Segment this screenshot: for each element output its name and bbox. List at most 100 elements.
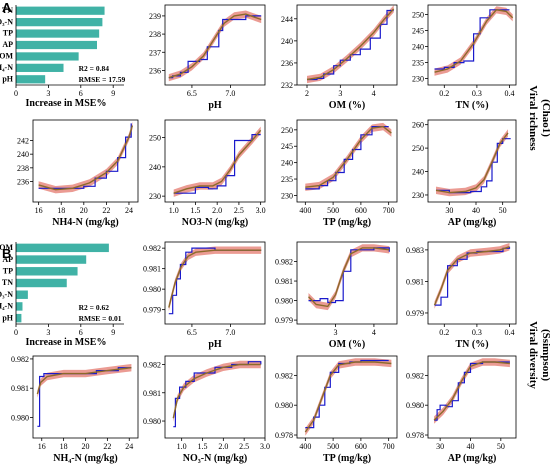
partial-dependence-step-line bbox=[308, 247, 390, 304]
bar-A-imp-5 bbox=[16, 63, 64, 72]
x-tick-label: 4 bbox=[372, 328, 376, 337]
x-tick-label: 24 bbox=[125, 442, 133, 451]
x-tick-label: 600 bbox=[355, 442, 367, 451]
y-tick-label: 0.982 bbox=[143, 360, 161, 369]
y-tick-label: 0.981 bbox=[275, 277, 293, 286]
bar-A-imp-3 bbox=[16, 40, 97, 50]
section-a-side-line1: Viral richness bbox=[527, 85, 539, 151]
y-tick-label: 240 bbox=[281, 159, 293, 168]
y-tick-label: 250 bbox=[412, 11, 424, 20]
plot-frame bbox=[427, 241, 517, 325]
y-tick-label: 0.982 bbox=[143, 244, 161, 253]
y-tick-label: 238 bbox=[149, 30, 161, 39]
bar-B-imp-4 bbox=[16, 290, 28, 299]
y-tick-label: 240 bbox=[149, 163, 161, 172]
panel-A-OM: 2 3 4 232 236 240 244 OM (%) bbox=[281, 4, 398, 111]
x-tick-label: 9 bbox=[111, 328, 115, 337]
y-tick-label: 235 bbox=[281, 175, 293, 184]
x-axis-label: TN (%) bbox=[455, 100, 488, 111]
smooth-fit-line bbox=[36, 367, 132, 395]
bar-category-label: TN bbox=[2, 278, 13, 287]
bar-category-label: NH₄-N bbox=[0, 302, 13, 311]
panel-B-NH4: 16 18 20 22 24 0.980 0.981 0.982 NH₄-N (mg/kg) bbox=[11, 355, 139, 464]
plot-frame bbox=[164, 4, 266, 86]
bar-B-imp-6 bbox=[16, 313, 22, 323]
x-tick-label: 2.0 bbox=[218, 442, 228, 451]
bar-A-imp-4 bbox=[16, 52, 79, 61]
y-tick-label: 244 bbox=[281, 15, 293, 24]
panel-A-AP: 30 40 50 230 240 250 260 AP (mg/kg) bbox=[412, 119, 517, 228]
y-tick-label: 0.979 bbox=[406, 309, 424, 318]
x-tick-label: 600 bbox=[355, 206, 367, 215]
y-tick-label: 260 bbox=[412, 121, 424, 130]
x-tick-label: 40 bbox=[472, 206, 480, 215]
x-axis-label: OM (%) bbox=[329, 339, 365, 350]
panel-B-imp: OM AP TP TN NO₃-N NH₄-N pH0 3 6 9 Increase in MSE%… bbox=[0, 242, 124, 348]
panel-A-NH4: 16 18 20 22 24 236 238 240 242 NH4-N (mg/kg) bbox=[17, 119, 139, 228]
smooth-fit-line bbox=[306, 8, 395, 81]
y-tick-label: 0.979 bbox=[143, 306, 161, 315]
y-tick-label: 230 bbox=[149, 192, 161, 201]
x-tick-label: 30 bbox=[436, 442, 444, 451]
y-tick-label: 0.980 bbox=[11, 414, 29, 423]
smooth-fit-line bbox=[168, 13, 262, 79]
y-tick-label: 250 bbox=[412, 144, 424, 153]
x-axis-label: pH bbox=[208, 339, 222, 350]
x-tick-label: 16 bbox=[35, 206, 43, 215]
x-tick-label: 18 bbox=[57, 206, 65, 215]
panel-A-pH: 6.5 7.0 236 237 238 239 pH bbox=[149, 4, 266, 111]
partial-dependence-step-line bbox=[168, 247, 262, 315]
bar-category-label: NO₃-N bbox=[0, 17, 13, 26]
partial-dependence-step-line bbox=[168, 15, 262, 79]
smooth-fit-line bbox=[434, 9, 514, 73]
bar-category-label: OM bbox=[0, 243, 13, 252]
x-tick-label: 500 bbox=[327, 442, 339, 451]
y-tick-label: 0.980 bbox=[406, 401, 424, 410]
y-tick-label: 0.980 bbox=[143, 285, 161, 294]
bar-B-imp-2 bbox=[16, 267, 78, 276]
x-axis-label: pH bbox=[208, 100, 222, 111]
x-tick-label: 7.0 bbox=[225, 89, 235, 98]
panel-B-TP: 400 500 600 700 0.978 0.980 0.982 TP (mg/kg) bbox=[275, 355, 398, 464]
x-tick-label: 0.4 bbox=[504, 328, 514, 337]
section-b-side-label: Viral diversity (Ssimpson) bbox=[527, 321, 550, 389]
x-tick-label: 6.5 bbox=[187, 89, 197, 98]
panel-A-TP: 400 500 600 700 230 235 240 245 250 TP (mg/kg) bbox=[281, 119, 398, 228]
smooth-confidence-band bbox=[168, 246, 262, 312]
x-tick-label: 30 bbox=[445, 206, 453, 215]
x-tick-label: 400 bbox=[299, 206, 311, 215]
bar-category-label: TP bbox=[3, 267, 13, 276]
panel-B-pH: 6.5 7.0 0.979 0.980 0.981 0.982 pH bbox=[143, 241, 266, 350]
y-tick-label: 236 bbox=[17, 178, 29, 187]
x-tick-label: 400 bbox=[299, 442, 311, 451]
y-tick-label: 236 bbox=[281, 59, 293, 68]
smooth-confidence-band bbox=[436, 129, 508, 197]
x-axis-label: TN (%) bbox=[455, 339, 488, 350]
bar-category-label: NH₄-N bbox=[0, 63, 13, 72]
x-tick-label: 3 bbox=[333, 328, 337, 337]
partial-dependence-step-line bbox=[38, 123, 132, 189]
x-tick-label: 2.5 bbox=[234, 206, 244, 215]
y-tick-label: 240 bbox=[412, 43, 424, 52]
fit-annotation: R2 = 0.62 bbox=[79, 303, 110, 312]
x-tick-label: 2 bbox=[305, 89, 309, 98]
x-tick-label: 0.3 bbox=[472, 328, 482, 337]
bar-category-label: pH bbox=[2, 313, 13, 322]
x-tick-label: 3.0 bbox=[260, 442, 270, 451]
partial-dependence-step-line bbox=[434, 361, 510, 421]
x-tick-label: 20 bbox=[80, 206, 88, 215]
smooth-fit-line bbox=[435, 132, 509, 194]
smooth-fit-line bbox=[38, 125, 134, 191]
bar-A-imp-6 bbox=[16, 75, 46, 84]
bar-category-label: OM bbox=[0, 52, 13, 61]
smooth-fit-line bbox=[305, 125, 392, 188]
fit-annotation: RMSE = 17.59 bbox=[79, 75, 126, 84]
section-a-letter: A bbox=[2, 0, 12, 15]
x-tick-label: 50 bbox=[497, 442, 505, 451]
bar-category-label: AP bbox=[2, 40, 13, 49]
bar-category-label: pH bbox=[2, 74, 13, 83]
partial-dependence-step-line bbox=[305, 359, 389, 429]
y-tick-label: 245 bbox=[412, 27, 424, 36]
smooth-confidence-band bbox=[434, 358, 510, 424]
